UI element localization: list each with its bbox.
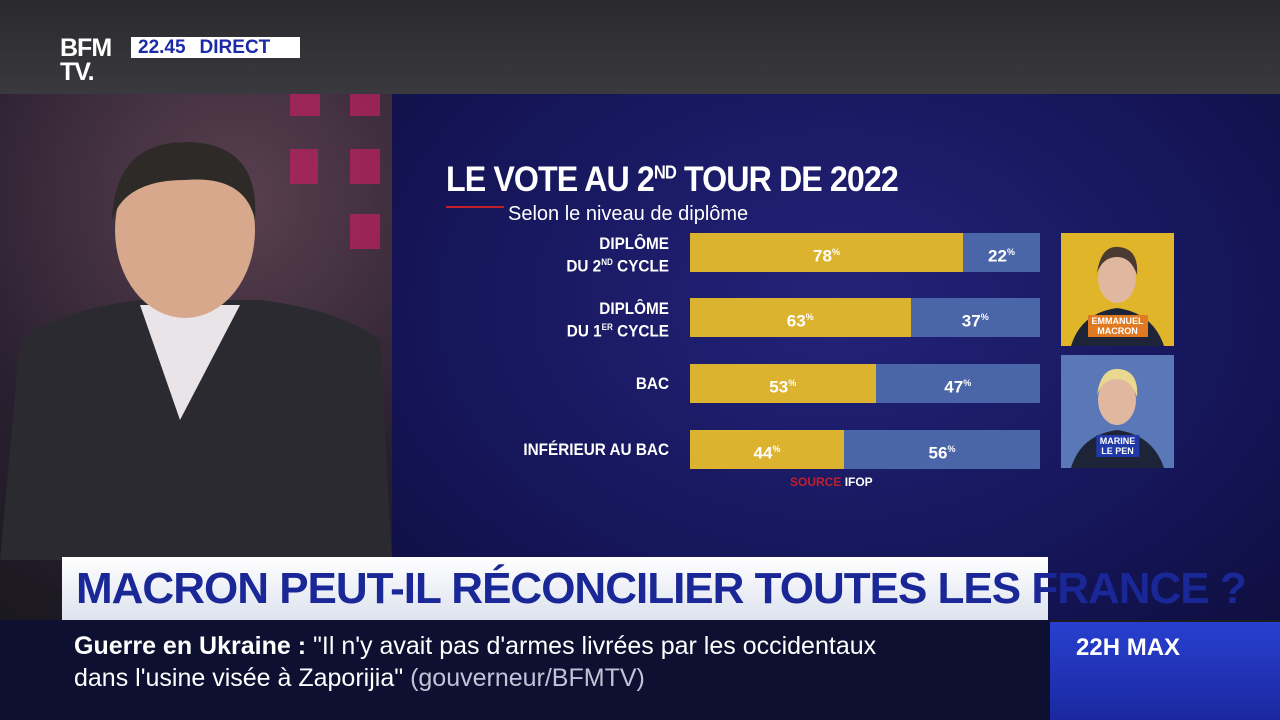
data-label: 44% (753, 443, 781, 463)
data-label: 78% (813, 246, 840, 266)
bar-segment-le-pen (875, 364, 1040, 403)
data-label: 37% (961, 311, 989, 331)
chart-title: LE VOTE AU 2ND TOUR DE 2022 (446, 160, 899, 199)
category-label: BAC (635, 374, 669, 393)
live-clock: 22.45 DIRECT (131, 37, 300, 58)
bar-segment-macron (690, 298, 911, 337)
title-underline (446, 206, 504, 208)
bar-segment-macron (690, 233, 963, 272)
bar-segment-le-pen (963, 233, 1040, 272)
live-label: DIRECT (199, 37, 271, 58)
data-label: 47% (944, 377, 972, 397)
category-label: DIPLÔME DU 1ER CYCLE (566, 299, 669, 341)
candidate-name-tag: MARINE LE PEN (1095, 435, 1140, 457)
chart-subtitle: Selon le niveau de diplôme (508, 203, 749, 225)
category-label: INFÉRIEUR AU BAC (523, 440, 669, 459)
bar-segment-macron (690, 364, 876, 403)
candidate-photo-le-pen: MARINE LE PEN (1061, 355, 1174, 468)
bfmtv-logo: BFM TV. (60, 34, 112, 86)
data-label: 53% (769, 377, 797, 397)
candidate-name-tag: EMMANUEL MACRON (1087, 315, 1148, 337)
data-label: 22% (988, 246, 1015, 266)
program-badge: 22H MAX (1050, 622, 1280, 720)
data-label: 63% (786, 311, 814, 331)
category-label: DIPLÔME DU 2ND CYCLE (566, 234, 669, 276)
data-label: 56% (928, 443, 956, 463)
bar-segment-le-pen (844, 430, 1040, 469)
bar-segment-le-pen (910, 298, 1040, 337)
headline-banner: MACRON PEUT-IL RÉCONCILIER TOUTES LES FR… (62, 557, 1247, 620)
chart-source: SOURCE IFOP (790, 475, 873, 489)
news-ticker: Guerre en Ukraine : "Il n'y avait pas d'… (0, 620, 1050, 720)
time: 22.45 (138, 37, 186, 58)
bar-segment-macron (690, 430, 844, 469)
candidate-photo-macron: EMMANUEL MACRON (1061, 233, 1174, 346)
presenter-figure (0, 141, 392, 560)
